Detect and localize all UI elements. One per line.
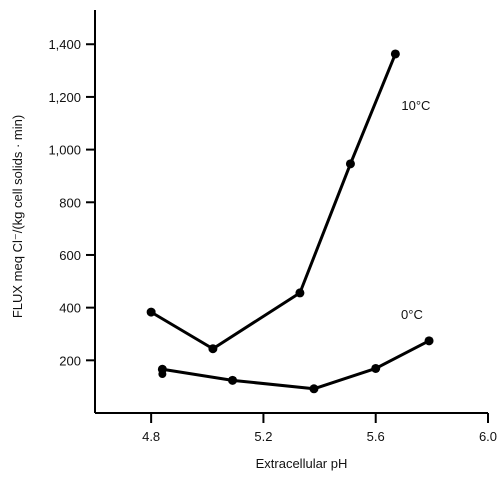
data-point — [295, 288, 305, 298]
data-point — [146, 307, 156, 317]
x-axis-label: Extracellular pH — [256, 456, 348, 471]
data-point — [309, 384, 319, 394]
y-tick-label: 1,200 — [48, 90, 81, 105]
y-tick-label: 600 — [59, 248, 81, 263]
data-point — [158, 370, 167, 379]
y-tick-label: 800 — [59, 195, 81, 210]
y-tick-label: 1,400 — [48, 37, 81, 52]
x-tick-label: 5.6 — [367, 429, 385, 444]
data-point — [228, 375, 238, 385]
series-label: 10°C — [401, 98, 430, 113]
y-axis-ticks: 200 400 600 800 1,000 1,200 1,400 — [48, 37, 95, 368]
series-line — [150, 53, 397, 351]
data-point — [371, 363, 381, 373]
data-point — [424, 336, 434, 346]
x-tick-label: 6.0 — [479, 429, 497, 444]
y-tick-label: 1,000 — [48, 143, 81, 158]
x-axis-ticks: 4.8 5.2 5.6 6.0 — [142, 413, 497, 444]
x-tick-label: 5.2 — [254, 429, 272, 444]
data-point — [345, 159, 355, 169]
data-point — [208, 344, 218, 354]
plot-area: 4.8 5.2 5.6 6.0 200 400 600 800 1,000 1,200 1,400… — [48, 10, 497, 444]
data-point — [390, 49, 400, 59]
series-line — [162, 339, 430, 391]
series-label: 0°C — [401, 307, 423, 322]
series-group: 10°C 0°C — [146, 49, 434, 394]
x-tick-label: 4.8 — [142, 429, 160, 444]
y-tick-label: 200 — [59, 353, 81, 368]
y-axis-label: FLUX meq Cl⁻/(kg cell solids · min) — [10, 115, 25, 318]
y-tick-label: 400 — [59, 301, 81, 316]
